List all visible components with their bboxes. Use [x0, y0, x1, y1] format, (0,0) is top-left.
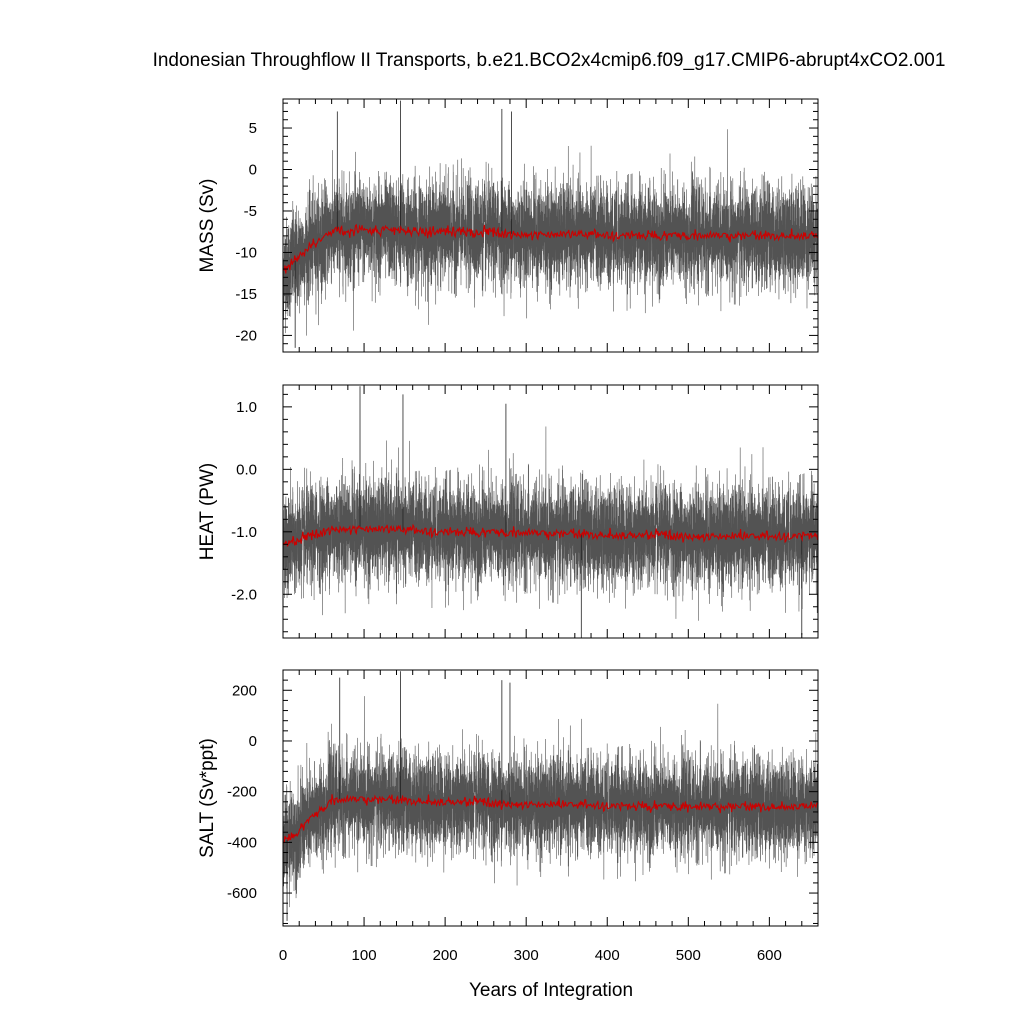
raw-series-2 — [282, 426, 819, 621]
panel-frame-2 — [282, 384, 819, 639]
y-tick-label: 5 — [249, 120, 257, 137]
x-tick-label: 300 — [514, 947, 539, 964]
panel-frame-1 — [282, 98, 819, 353]
mean-series-2 — [282, 523, 819, 547]
panel-3: 200 0 -200 -400 -600 SALT (Sv*ppt) — [197, 669, 819, 927]
y-tick-label: -15 — [235, 286, 257, 303]
y-tick-label: 0.0 — [236, 461, 257, 478]
chart-title: Indonesian Throughflow II Transports, b.… — [153, 50, 946, 71]
mean-series-1 — [282, 223, 818, 274]
y-axis-label-2: HEAT (PW) — [197, 463, 218, 560]
y-tick-label: 0 — [249, 733, 257, 750]
x-tick-label: 0 — [279, 947, 287, 964]
y-tick-label: -20 — [235, 327, 257, 344]
y-tick-label: -200 — [227, 784, 257, 801]
y-tick-label: 1.0 — [236, 399, 257, 416]
panel-2: 1.0 0.0 -1.0 -2.0 HEAT (PW) — [197, 384, 819, 639]
y-axis-label-1: MASS (Sv) — [197, 179, 218, 273]
x-tick-label: 500 — [676, 947, 701, 964]
panel-frame-3 — [282, 669, 819, 927]
x-tick-label: 600 — [757, 947, 782, 964]
y-tick-label: -2.0 — [231, 586, 257, 603]
x-tick-labels: 0 100 200 300 400 500 600 — [279, 947, 782, 964]
x-tick-label: 100 — [352, 947, 377, 964]
x-axis-label: Years of Integration — [469, 980, 633, 1001]
y-axis-label-3: SALT (Sv*ppt) — [197, 738, 218, 858]
raw-series-1 — [282, 129, 819, 336]
panels-group: 5 0 -5 -10 -15 -20 MASS (Sv) 1.0 0.0 -1.0 -2.0 HEAT… — [197, 98, 819, 927]
y-tick-label: -600 — [227, 885, 257, 902]
x-tick-label: 200 — [433, 947, 458, 964]
x-tick-label: 400 — [595, 947, 620, 964]
y-tick-label: 0 — [249, 162, 257, 179]
panel-1: 5 0 -5 -10 -15 -20 MASS (Sv) — [197, 98, 819, 353]
y-tick-label: -400 — [227, 834, 257, 851]
mean-series-3 — [283, 794, 818, 844]
y-tick-label: -10 — [235, 244, 257, 261]
y-tick-label: -5 — [244, 203, 257, 220]
y-tick-label: -1.0 — [231, 524, 257, 541]
y-tick-label: 200 — [232, 682, 257, 699]
